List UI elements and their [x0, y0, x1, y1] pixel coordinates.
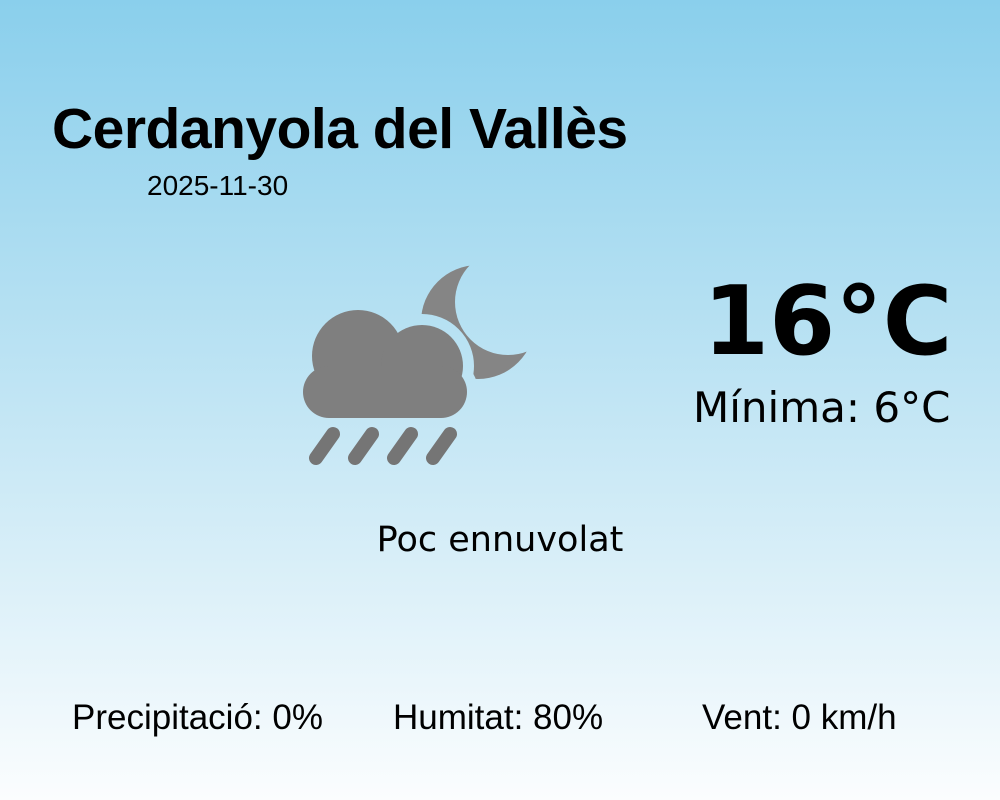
weather-icon: [303, 265, 535, 465]
location-title: Cerdanyola del Vallès: [52, 97, 628, 161]
forecast-date: 2025-11-30: [147, 170, 289, 201]
minimum-temperature: Mínima: 6°C: [693, 383, 951, 432]
wind-stat: Vent: 0 km/h: [702, 698, 897, 737]
weather-condition: Poc ennuvolat: [376, 520, 624, 560]
cloud-icon: [303, 310, 467, 418]
humidity-stat: Humitat: 80%: [393, 698, 604, 737]
precipitation-stat: Precipitació: 0%: [72, 698, 323, 737]
current-temperature: 16°C: [703, 267, 953, 377]
rain-icon: [309, 427, 457, 465]
